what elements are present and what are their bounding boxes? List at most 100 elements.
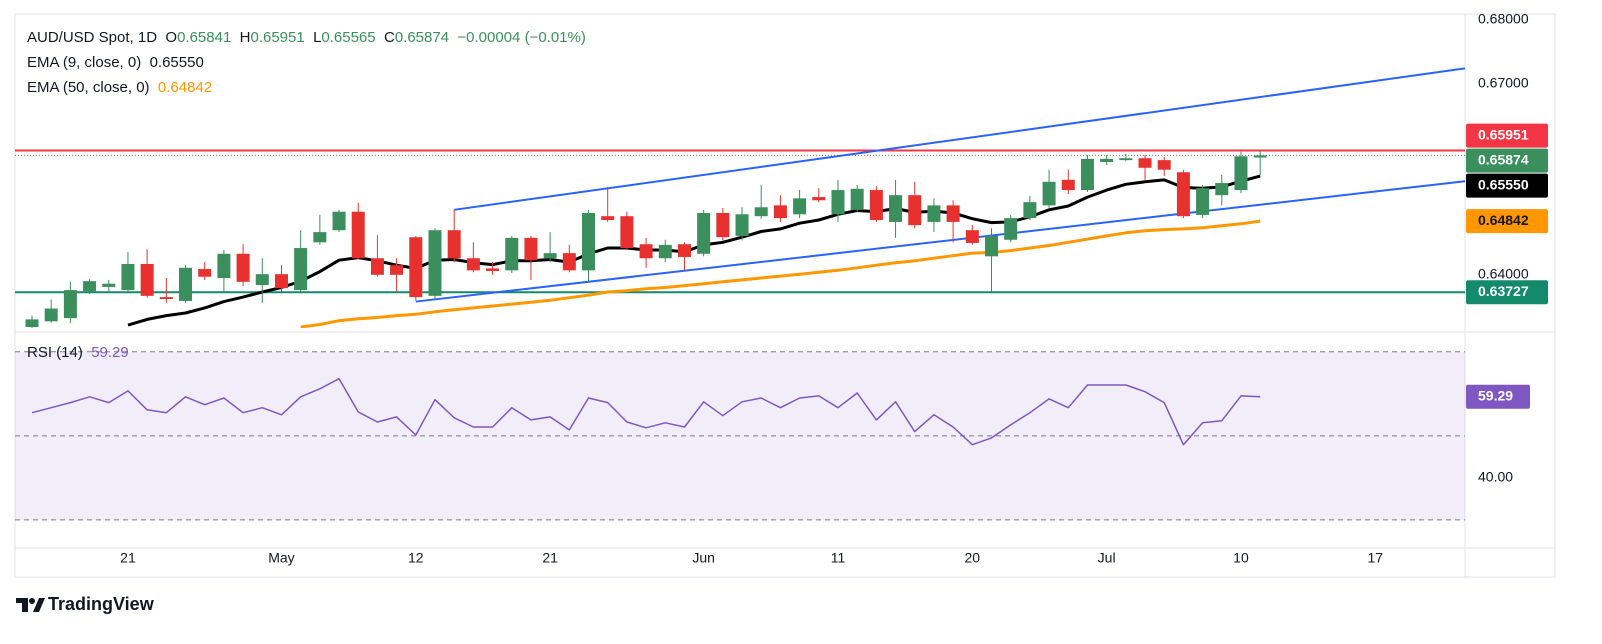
indicator-value: 0.64842 — [157, 79, 213, 96]
candle-body — [889, 195, 903, 222]
indicator-value: 0.65550 — [149, 54, 204, 71]
candle-body — [850, 188, 864, 210]
candle-body — [1023, 202, 1037, 219]
indicator-name: EMA (50, close, 0) — [27, 79, 150, 96]
candle-body — [543, 253, 557, 259]
candle-body — [1253, 155, 1267, 158]
brand: TradingView — [48, 594, 154, 614]
candle-body — [908, 195, 922, 226]
candle-body — [1119, 158, 1133, 161]
rsi-legend: RSI (14) 59.29 — [27, 340, 129, 365]
candle-body — [524, 237, 538, 261]
change-percent: (−0.01%) — [524, 29, 586, 46]
candle-body — [1157, 160, 1171, 170]
candle-body — [313, 232, 327, 243]
legend-row: EMA (50, close, 0) 0.64842 — [27, 75, 586, 100]
candle-body — [946, 205, 960, 222]
candle-body — [965, 230, 979, 243]
price-legend: AUD/USD Spot, 1D O0.65841 H0.65951 L0.65… — [27, 25, 586, 100]
x-tick-label: 20 — [965, 550, 981, 566]
candle-body — [236, 253, 250, 282]
symbol: AUD/USD Spot, 1D — [27, 29, 158, 46]
candle-body — [1138, 158, 1152, 168]
indicator-name: RSI (14) — [27, 344, 83, 361]
candle-body — [793, 198, 807, 215]
y-tick-label: 0.67000 — [1478, 74, 1529, 90]
candle-body — [466, 258, 480, 271]
rsi-line — [31, 377, 1261, 446]
price-label-box — [1466, 173, 1548, 198]
x-tick-label: 21 — [542, 550, 558, 566]
x-tick-label: May — [268, 550, 294, 566]
x-tick-label: Jul — [1098, 550, 1116, 566]
candle-body — [351, 211, 365, 259]
price-pane — [15, 67, 1465, 328]
plot: 0.68000 0.67000 0.64000 0.65951 0.65874 0.655… — [15, 11, 1548, 566]
candle-body — [505, 237, 519, 271]
candle-body — [294, 248, 308, 291]
trend-line — [454, 67, 1465, 211]
candle-body — [773, 205, 787, 219]
candle-body — [1100, 158, 1114, 163]
candle-body — [121, 263, 135, 291]
candle-body — [274, 274, 288, 289]
y-tick-label: 40.00 — [1478, 469, 1513, 485]
candle-body — [716, 213, 730, 238]
brand-logo — [16, 598, 45, 612]
candle-body — [754, 207, 768, 217]
candle-body — [735, 214, 749, 236]
candle-body — [1215, 183, 1229, 196]
price-label-box — [1466, 123, 1548, 148]
candle-body — [639, 244, 653, 259]
candle-body — [658, 244, 672, 259]
x-tick-label: 11 — [831, 550, 846, 566]
ohlc-value: 0.65874 — [394, 29, 450, 46]
candle-body — [447, 230, 461, 259]
candle-body — [332, 211, 346, 231]
ema-line — [127, 174, 1261, 327]
candle-body — [428, 230, 442, 296]
candle-body — [985, 235, 998, 257]
candle-body — [1196, 188, 1210, 215]
x-tick-label: 21 — [120, 550, 136, 566]
candle-body — [1176, 172, 1190, 217]
candle-body — [601, 216, 615, 221]
candle-body — [620, 216, 634, 249]
price-label-box — [1466, 148, 1548, 173]
candle-body — [1061, 179, 1075, 191]
y-tick-label: 0.68000 — [1478, 11, 1529, 27]
ohlc-value: 0.65841 — [177, 29, 232, 46]
ohlc-key: C — [383, 29, 395, 46]
ema-line — [300, 219, 1261, 328]
candle-body — [217, 253, 231, 278]
ohlc-value: 0.65951 — [250, 29, 305, 46]
ohlc-key: H — [239, 29, 251, 46]
x-tick-label: 10 — [1233, 550, 1249, 566]
candle-body — [831, 190, 845, 215]
ohlc-key: L — [313, 29, 322, 46]
price-label: 0.64842 — [1478, 212, 1529, 228]
ohlc-value: 0.65565 — [321, 29, 376, 46]
x-tick-label: 17 — [1368, 550, 1384, 566]
legend-row: AUD/USD Spot, 1D O0.65841 H0.65951 L0.65… — [27, 25, 586, 50]
candle-body — [44, 308, 58, 322]
candle-body — [869, 190, 883, 221]
legend-row: EMA (9, close, 0) 0.65550 — [27, 50, 586, 75]
price-label-box — [1466, 280, 1548, 305]
candle-body — [562, 253, 576, 271]
candle-body — [409, 237, 423, 298]
candle-body — [582, 213, 596, 271]
candle-body — [390, 265, 404, 275]
y-tick-label: 0.64000 — [1478, 266, 1529, 282]
candle-body — [255, 274, 269, 285]
candle-body — [927, 205, 941, 222]
candle-body — [159, 297, 173, 300]
indicator-name: EMA (9, close, 0) — [27, 54, 142, 71]
candle-body — [370, 258, 384, 275]
price-label: 0.65951 — [1478, 126, 1529, 142]
candle-body — [140, 263, 154, 296]
candle-body — [63, 290, 77, 319]
rsi-label: 59.29 — [1478, 388, 1513, 404]
